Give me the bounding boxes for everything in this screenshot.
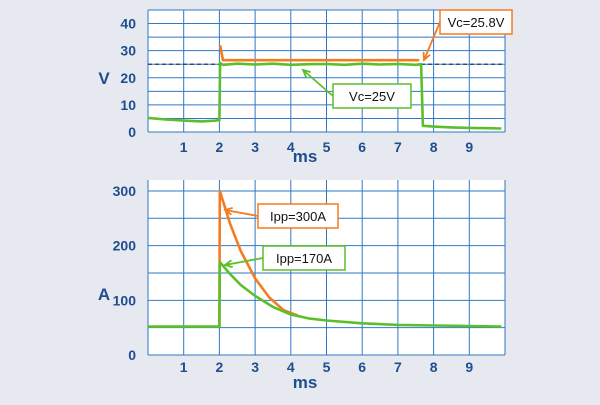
x-axis-title: ms bbox=[293, 147, 318, 166]
annotation-arrow bbox=[224, 209, 259, 217]
x-tick-label: 9 bbox=[465, 139, 473, 155]
x-tick-label: 7 bbox=[394, 359, 402, 375]
x-tick-label: 8 bbox=[430, 139, 438, 155]
annotation-label: Vc=25V bbox=[349, 89, 395, 104]
y-tick-label: 100 bbox=[113, 292, 137, 308]
x-tick-label: 4 bbox=[287, 139, 295, 155]
annotation-box bbox=[257, 203, 339, 229]
x-axis-title: ms bbox=[293, 373, 318, 392]
chart-1: 1 2 3 4 5 6 7 8 9 0 10 20 30 40 ms V Vc=25.8V Vc=25V bbox=[98, 9, 513, 166]
x-tick-label: 9 bbox=[465, 359, 473, 375]
y-tick-label: 0 bbox=[128, 124, 136, 140]
x-tick-label: 3 bbox=[251, 139, 259, 155]
y-tick-label: 40 bbox=[120, 16, 136, 32]
x-tick-label: 6 bbox=[358, 139, 366, 155]
annotation-arrow bbox=[224, 257, 264, 266]
y-axis-title: A bbox=[98, 285, 110, 304]
x-tick-label: 5 bbox=[323, 139, 331, 155]
annotation-arrowhead bbox=[222, 206, 233, 216]
y-axis-title: V bbox=[98, 69, 110, 88]
annotation-box bbox=[439, 9, 513, 35]
annotation-arrowhead bbox=[422, 51, 431, 62]
annotation-label: Ipp=170A bbox=[276, 251, 332, 266]
y-tick-label: 200 bbox=[113, 238, 137, 254]
x-tick-label: 4 bbox=[287, 359, 295, 375]
x-tick-label: 1 bbox=[180, 139, 188, 155]
annotation-arrowhead bbox=[222, 259, 233, 268]
series-line-1 bbox=[218, 44, 420, 62]
x-tick-label: 8 bbox=[430, 359, 438, 375]
y-tick-label: 300 bbox=[113, 183, 137, 199]
annotation-arrow bbox=[302, 69, 334, 97]
annotation-box bbox=[332, 83, 412, 109]
annotation-box bbox=[262, 245, 346, 271]
x-tick-label: 1 bbox=[180, 359, 188, 375]
annotation-label: Ipp=300A bbox=[270, 209, 326, 224]
annotation-label: Vc=25.8V bbox=[448, 15, 505, 30]
y-tick-label: 30 bbox=[120, 43, 136, 59]
series-line-2 bbox=[147, 61, 502, 130]
x-tick-label: 6 bbox=[358, 359, 366, 375]
x-tick-label: 5 bbox=[323, 359, 331, 375]
y-tick-label: 10 bbox=[120, 97, 136, 113]
x-tick-label: 2 bbox=[216, 139, 224, 155]
y-tick-label: 0 bbox=[128, 347, 136, 363]
annotation-arrowhead bbox=[301, 68, 311, 78]
y-tick-label: 20 bbox=[120, 70, 136, 86]
x-tick-label: 2 bbox=[216, 359, 224, 375]
x-tick-label: 3 bbox=[251, 359, 259, 375]
chart-2: 1 2 3 4 5 6 7 8 9 0 100 200 300 ms A Ipp=300A Ipp=170A bbox=[98, 180, 506, 392]
annotation-arrow bbox=[423, 21, 441, 61]
series-line-2 bbox=[148, 260, 502, 328]
series-line-1 bbox=[218, 189, 299, 327]
x-tick-label: 7 bbox=[394, 139, 402, 155]
